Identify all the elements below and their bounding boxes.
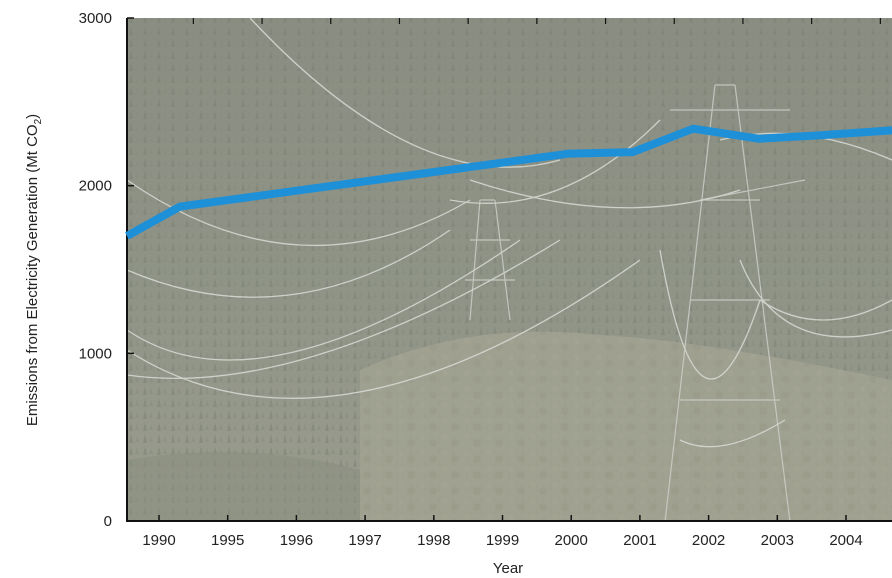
- x-tick-label: 2002: [692, 532, 725, 549]
- y-axis-title-main: Emissions from Electricity Generation (M…: [24, 124, 41, 426]
- x-axis-ticks: 1990 1995 1996 1997 1998 1999 2000 2001 2002 2003…: [142, 18, 881, 549]
- y-axis-title-subscript: 2: [33, 118, 44, 124]
- series-layer: [125, 124, 892, 240]
- emissions-series-line: [125, 124, 892, 240]
- x-axis-title: Year: [493, 560, 523, 577]
- x-tick-label: 1990: [142, 532, 175, 549]
- x-tick-label: 1999: [486, 532, 519, 549]
- y-axis-ticks: 0 1000 2000 3000: [79, 10, 134, 530]
- y-tick-label: 1000: [79, 345, 112, 362]
- y-tick-label: 2000: [79, 178, 112, 195]
- x-tick-label: 2003: [761, 532, 794, 549]
- y-tick-label: 3000: [79, 10, 112, 27]
- x-tick-label: 1998: [417, 532, 450, 549]
- x-tick-label: 1997: [348, 532, 381, 549]
- x-tick-label: 2001: [623, 532, 656, 549]
- y-axis-title-close: ): [24, 114, 41, 119]
- y-tick-label: 0: [104, 513, 112, 530]
- x-tick-label: 2000: [555, 532, 588, 549]
- x-tick-label: 1996: [280, 532, 313, 549]
- x-tick-label: 1995: [211, 532, 244, 549]
- power-lines-background-photo: [127, 18, 892, 522]
- y-axis-title: Emissions from Electricity Generation (M…: [24, 114, 44, 426]
- x-tick-label: 2004: [829, 532, 862, 549]
